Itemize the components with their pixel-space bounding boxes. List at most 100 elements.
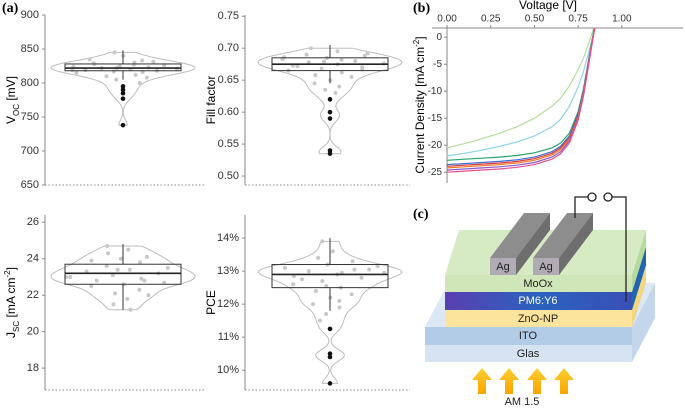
data-point [110,273,115,278]
data-point [131,62,136,67]
data-point [91,61,96,66]
jv-curve [446,28,596,173]
y-tick-label: 650 [21,179,39,191]
label-part: -2 [3,270,12,278]
zno-layer [445,310,632,327]
data-point [106,251,111,256]
y-tick-label: 800 [21,77,39,89]
wire [574,196,588,218]
violin [50,51,196,126]
data-point [324,312,329,317]
data-point [118,256,123,261]
box [271,264,389,289]
data-point [144,75,149,80]
outlier [327,151,333,156]
layer-label: MoOx [523,278,553,290]
label-part: SC [12,321,21,332]
jv-curve [446,28,595,149]
data-point [316,255,321,260]
data-point [144,254,149,259]
data-point [353,59,358,64]
jv-curve [446,28,596,171]
moox-side [632,230,646,292]
data-point [350,259,355,264]
outlier [327,381,333,386]
data-point [308,46,313,51]
data-point [113,291,118,296]
panel-label: (a) [2,1,19,16]
x-tick-label: 0.00 [437,14,457,25]
outlier [327,148,333,153]
glass-layer [425,345,632,362]
data-point [291,282,296,287]
outlier [327,97,333,102]
y-axis-label: PCE [204,290,218,315]
data-point [306,269,311,274]
y-axis-label: JSC [mA cm-2] [3,267,21,338]
y-axis-label: Fill factor [204,76,218,125]
data-point [126,247,131,252]
label-part: J [4,332,18,338]
ito-layer [425,327,632,345]
data-point [306,60,311,65]
data-point [162,280,167,285]
electrode-front [490,258,516,275]
outlier [327,326,333,332]
y-tick-label: 0.70 [218,42,239,54]
data-point [300,277,305,282]
outlier [327,351,333,356]
data-point [105,243,110,248]
data-point [89,284,94,289]
x-tick-label: 0.50 [525,14,545,25]
data-point [282,55,287,60]
data-point [337,84,342,89]
violin [50,245,196,311]
y-tick-label: 750 [21,111,39,123]
jv-curve [446,28,596,167]
data-point [333,90,338,95]
data-point [137,81,142,85]
data-point [337,298,342,303]
electrode-side [559,213,593,275]
data-point [114,77,119,82]
outlier [120,87,126,93]
label-part: PCE [204,290,218,315]
electrode-top [533,213,593,258]
data-point [313,288,318,293]
y-tick-label: 900 [21,9,39,21]
data-point [313,73,318,78]
x-axis-label: Voltage [V] [519,0,577,12]
y-tick-label: 20 [27,326,39,338]
data-point [127,267,132,272]
data-point [128,307,133,312]
y-tick-label: -20 [428,140,443,151]
y-tick-label: 24 [27,253,39,265]
data-point [367,267,372,272]
outlier [120,122,126,128]
terminal [603,192,613,202]
data-point [320,279,325,284]
x-tick-label: 1.00 [612,14,632,25]
light-label: AM 1.5 [505,396,540,408]
label-part: -2 [412,39,421,47]
data-point [74,70,79,75]
label-part: Current Density [mA cm [413,47,427,174]
outlier [327,354,333,360]
layer-label: Glas [517,348,540,360]
data-point [320,239,325,244]
data-point [362,53,367,58]
y-tick-label: 0.75 [218,10,239,22]
data-point [138,260,143,265]
data-point [165,265,170,270]
data-point [335,49,340,54]
data-point [349,292,354,297]
data-point [151,59,156,64]
data-point [115,267,120,272]
layer-label: PM6:Y6 [518,295,557,307]
outlier [120,90,126,96]
label-part: ] [4,267,18,270]
data-point [104,74,109,79]
data-point [137,287,142,292]
data-point [312,81,317,86]
